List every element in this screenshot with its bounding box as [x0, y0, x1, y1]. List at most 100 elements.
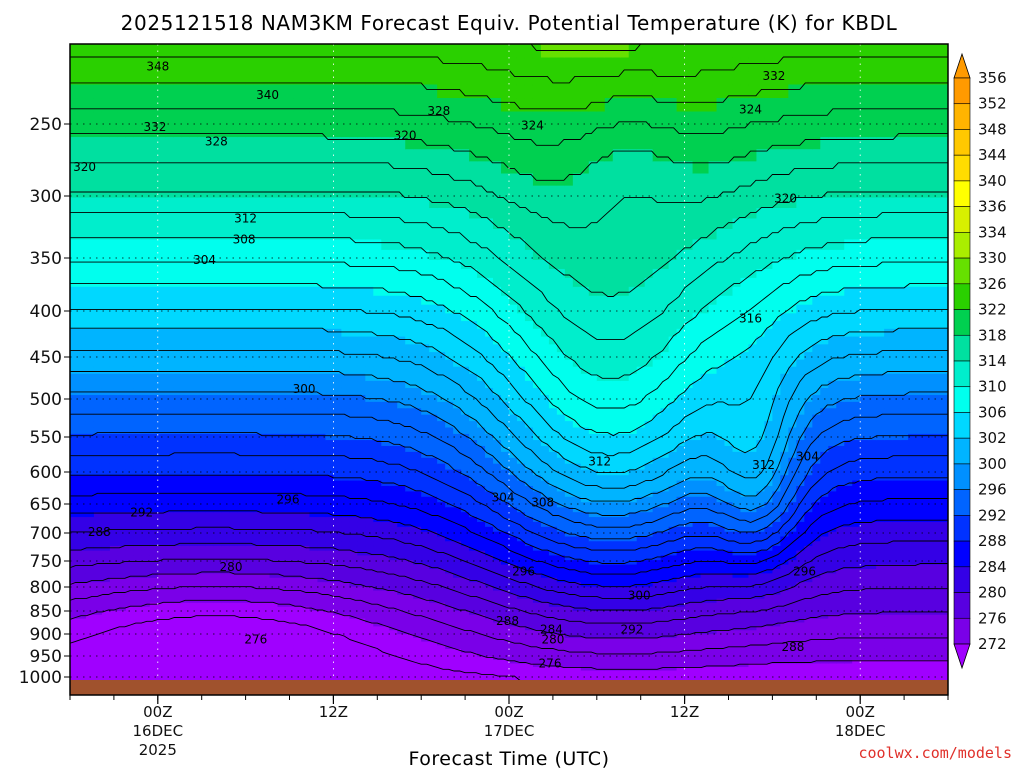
heatmap-cell — [197, 445, 207, 453]
heatmap-cell — [269, 670, 279, 675]
heatmap-cell — [237, 98, 247, 113]
heatmap-cell — [349, 268, 358, 279]
heatmap-cell — [205, 641, 215, 646]
heatmap-cell — [197, 71, 207, 86]
heatmap-cell — [301, 401, 311, 409]
heatmap-cell — [141, 366, 151, 375]
heatmap-cell — [333, 71, 342, 86]
heatmap-cell — [333, 352, 342, 361]
heatmap-cell — [205, 44, 215, 59]
heatmap-cell — [269, 173, 279, 187]
heatmap-cell — [301, 336, 311, 345]
heatmap-cell — [93, 491, 103, 498]
heatmap-cell — [429, 564, 438, 570]
heatmap-cell — [213, 408, 223, 416]
heatmap-cell — [365, 630, 374, 635]
heatmap-cell — [157, 161, 167, 175]
heatmap-cell — [461, 637, 470, 643]
heatmap-cell — [101, 586, 111, 592]
heatmap-cell — [437, 502, 446, 508]
heatmap-cell — [333, 614, 342, 620]
heatmap-cell — [309, 545, 319, 552]
heatmap-cell — [333, 634, 342, 639]
heatmap-cell — [301, 71, 311, 86]
heatmap-cell — [285, 268, 295, 279]
heatmap-cell — [85, 313, 95, 322]
heatmap-cell — [413, 555, 422, 561]
heatmap-cell — [237, 344, 247, 353]
heatmap-cell — [157, 366, 167, 375]
heatmap-cell — [341, 457, 350, 465]
heatmap-cell — [317, 336, 327, 345]
heatmap-cell — [293, 550, 303, 556]
heatmap-cell — [125, 531, 135, 538]
heatmap-cell — [125, 124, 135, 138]
heatmap-cell — [373, 228, 382, 240]
heatmap-cell — [245, 328, 255, 338]
heatmap-cell — [333, 408, 342, 416]
heatmap-cell — [413, 352, 422, 361]
heatmap-cell — [157, 594, 167, 600]
heatmap-cell — [477, 634, 486, 639]
heatmap-cell — [293, 286, 303, 297]
heatmap-cell — [293, 352, 303, 361]
heatmap-cell — [357, 440, 366, 447]
heatmap-cell — [389, 380, 398, 389]
heatmap-cell — [461, 414, 470, 422]
heatmap-cell — [253, 84, 263, 99]
heatmap-cell — [469, 268, 478, 279]
heatmap-cell — [70, 560, 79, 566]
heatmap-cell — [381, 463, 390, 471]
heatmap-cell — [437, 259, 446, 270]
heatmap-cell — [101, 359, 111, 368]
heatmap-cell — [453, 602, 462, 608]
heatmap-cell — [277, 545, 287, 552]
heatmap-cell — [461, 586, 470, 592]
heatmap-cell — [173, 577, 183, 583]
heatmap-cell — [149, 228, 159, 240]
heatmap-cell — [357, 560, 366, 566]
heatmap-cell — [85, 517, 95, 523]
heatmap-cell — [197, 550, 207, 556]
heatmap-cell — [253, 590, 263, 596]
heatmap-cell — [197, 564, 207, 570]
heatmap-cell — [277, 641, 287, 646]
heatmap-cell — [205, 486, 215, 492]
heatmap-cell — [197, 598, 207, 604]
heatmap-cell — [229, 328, 239, 338]
heatmap-cell — [117, 259, 127, 270]
heatmap-cell — [437, 614, 446, 620]
heatmap-cell — [181, 208, 191, 220]
heatmap-cell — [70, 208, 79, 220]
heatmap-cell — [269, 545, 279, 552]
heatmap-cell — [77, 598, 87, 604]
heatmap-cell — [253, 486, 263, 492]
heatmap-cell — [277, 84, 287, 99]
heatmap-cell — [70, 652, 79, 657]
heatmap-cell — [437, 457, 446, 465]
heatmap-cell — [213, 645, 223, 650]
heatmap-cell — [469, 313, 478, 322]
heatmap-cell — [221, 268, 231, 279]
heatmap-cell — [405, 366, 414, 375]
heatmap-cell — [109, 197, 119, 209]
heatmap-cell — [253, 313, 263, 322]
heatmap-cell — [397, 457, 406, 465]
heatmap-cell — [157, 614, 167, 620]
heatmap-cell — [221, 648, 231, 654]
heatmap-cell — [349, 507, 358, 513]
heatmap-cell — [293, 622, 303, 627]
heatmap-cell — [117, 652, 127, 657]
heatmap-cell — [261, 451, 271, 459]
heatmap-cell — [70, 491, 79, 498]
heatmap-cell — [285, 610, 295, 616]
heatmap-cell — [421, 536, 430, 542]
heatmap-cell — [389, 568, 398, 574]
heatmap-cell — [325, 359, 334, 368]
heatmap-cell — [229, 401, 239, 409]
heatmap-cell — [93, 218, 103, 230]
heatmap-cell — [157, 590, 167, 596]
heatmap-cell — [117, 359, 127, 368]
heatmap-cell — [101, 641, 111, 646]
heatmap-cell — [157, 451, 167, 459]
